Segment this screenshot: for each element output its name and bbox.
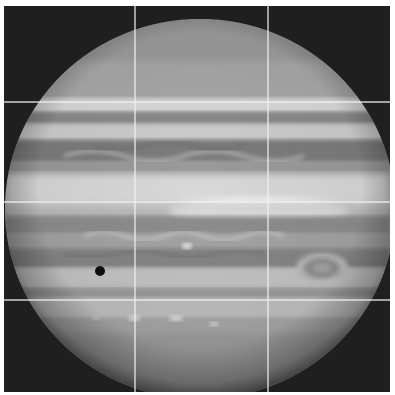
jupiter-image-frame [4, 6, 390, 392]
grid-overlay [4, 6, 390, 392]
moon-shadow [95, 266, 105, 276]
jupiter-image [4, 6, 390, 392]
